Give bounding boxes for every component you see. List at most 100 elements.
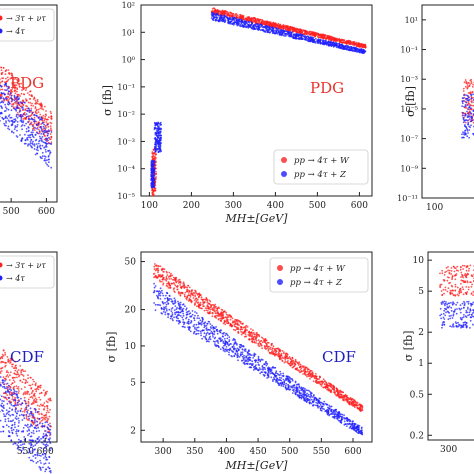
data-point bbox=[46, 418, 49, 420]
data-point bbox=[465, 127, 468, 130]
data-point bbox=[14, 396, 16, 399]
data-point bbox=[14, 417, 17, 419]
data-point bbox=[6, 370, 8, 372]
x-tick-label: 100 bbox=[426, 203, 443, 213]
data-point bbox=[8, 392, 11, 394]
data-point bbox=[15, 390, 18, 393]
data-point bbox=[47, 466, 50, 469]
data-point bbox=[36, 146, 39, 149]
data-point bbox=[355, 45, 358, 48]
data-point bbox=[50, 447, 52, 450]
data-point bbox=[9, 402, 12, 404]
legend-frame bbox=[0, 8, 55, 42]
y-tick-label: 10⁻¹ bbox=[400, 46, 418, 55]
data-point bbox=[294, 37, 297, 40]
x-tick-label: 400 bbox=[267, 201, 284, 211]
data-point bbox=[25, 127, 28, 130]
data-point bbox=[48, 467, 51, 470]
data-point bbox=[269, 31, 272, 33]
x-tick-label: 300 bbox=[155, 447, 172, 457]
y-axis-label: σ [fb] bbox=[101, 85, 114, 116]
data-point bbox=[36, 438, 39, 440]
data-point bbox=[32, 430, 35, 432]
data-point bbox=[298, 28, 301, 30]
data-point bbox=[15, 100, 17, 103]
data-point bbox=[40, 137, 43, 140]
series-w-band bbox=[210, 7, 367, 49]
data-point bbox=[308, 33, 311, 36]
data-point bbox=[14, 409, 17, 411]
data-point bbox=[29, 439, 32, 442]
data-point bbox=[157, 151, 160, 154]
data-point bbox=[223, 21, 226, 24]
data-point bbox=[159, 136, 162, 139]
data-point bbox=[464, 115, 466, 117]
data-point bbox=[151, 186, 153, 189]
data-point bbox=[322, 43, 325, 46]
data-point bbox=[31, 425, 33, 427]
data-point bbox=[20, 139, 23, 142]
data-point bbox=[27, 426, 29, 429]
data-point bbox=[284, 353, 287, 355]
data-point bbox=[2, 392, 5, 395]
data-point bbox=[20, 388, 23, 390]
x-tick-label: 600 bbox=[351, 201, 368, 211]
data-point bbox=[12, 103, 15, 106]
data-point bbox=[340, 38, 343, 41]
data-point bbox=[38, 408, 40, 410]
data-point bbox=[171, 274, 174, 277]
data-point bbox=[25, 414, 28, 416]
data-point bbox=[16, 370, 19, 373]
data-point bbox=[153, 155, 156, 158]
data-point bbox=[3, 85, 6, 87]
data-point bbox=[3, 377, 6, 380]
data-point bbox=[24, 391, 26, 393]
data-point bbox=[471, 116, 473, 119]
data-point bbox=[35, 462, 38, 464]
data-point bbox=[12, 379, 15, 382]
data-point bbox=[23, 399, 26, 402]
data-point bbox=[30, 118, 33, 121]
data-point bbox=[232, 17, 234, 19]
data-point bbox=[7, 397, 10, 399]
data-point bbox=[151, 172, 154, 175]
legend-entry: → 4τ bbox=[6, 274, 25, 283]
data-point bbox=[468, 125, 470, 128]
data-point bbox=[312, 380, 315, 383]
data-point bbox=[38, 418, 41, 420]
data-point bbox=[224, 15, 227, 17]
data-point bbox=[154, 141, 157, 144]
data-point bbox=[11, 98, 13, 100]
data-point bbox=[157, 122, 160, 125]
data-point bbox=[2, 67, 5, 69]
data-point bbox=[0, 115, 1, 118]
data-point bbox=[43, 155, 46, 158]
data-point bbox=[243, 21, 246, 23]
legend-entry: pp → 4τ + Z bbox=[294, 170, 347, 180]
data-point bbox=[16, 97, 18, 99]
data-point bbox=[33, 421, 36, 424]
data-point bbox=[16, 88, 19, 91]
data-point bbox=[150, 179, 153, 182]
data-point bbox=[151, 159, 154, 162]
data-point bbox=[19, 448, 21, 451]
data-point bbox=[25, 99, 28, 102]
data-point bbox=[14, 125, 17, 127]
data-point bbox=[360, 51, 363, 54]
data-point bbox=[37, 122, 40, 125]
data-point bbox=[466, 84, 469, 86]
data-point bbox=[235, 13, 238, 15]
data-point bbox=[283, 25, 285, 28]
data-point bbox=[255, 27, 258, 30]
data-point bbox=[44, 430, 46, 432]
data-point bbox=[321, 37, 324, 40]
data-point bbox=[31, 451, 34, 454]
data-point bbox=[40, 416, 43, 419]
data-point bbox=[40, 455, 42, 457]
data-point bbox=[215, 309, 218, 312]
data-point bbox=[3, 93, 6, 96]
data-point bbox=[0, 97, 1, 100]
data-point bbox=[165, 279, 168, 282]
data-point bbox=[289, 35, 292, 38]
data-point bbox=[10, 109, 13, 112]
